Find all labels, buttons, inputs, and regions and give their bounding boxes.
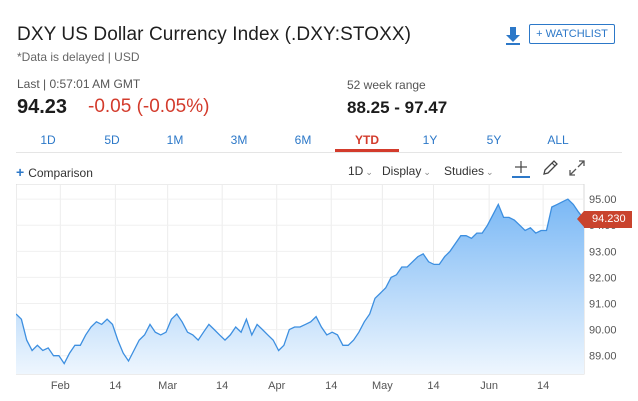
display-label: Display	[382, 164, 422, 178]
tab-5y[interactable]: 5Y	[486, 133, 502, 147]
comparison-label: Comparison	[28, 166, 93, 180]
x-tick-label: 14	[427, 380, 439, 392]
tab-5d[interactable]: 5D	[104, 133, 120, 147]
x-tick-label: 14	[325, 380, 337, 392]
display-dropdown[interactable]: Display ⌄	[382, 164, 431, 178]
tab-6m[interactable]: 6M	[294, 133, 312, 147]
x-tick-label: Feb	[51, 380, 70, 392]
tab-ytd[interactable]: YTD	[335, 130, 399, 152]
week52-label: 52 week range	[347, 78, 426, 92]
comparison-button[interactable]: + Comparison	[16, 164, 93, 180]
last-value-tag: 94.230	[577, 211, 632, 228]
chevron-down-icon: ⌄	[423, 167, 431, 177]
price-line	[15, 198, 585, 365]
x-tick-label: 14	[537, 380, 549, 392]
tab-all[interactable]: ALL	[547, 133, 569, 147]
expand-icon[interactable]	[566, 157, 588, 179]
studies-dropdown[interactable]: Studies ⌄	[444, 164, 494, 178]
price-area	[16, 199, 584, 374]
x-tick-label: 14	[216, 380, 228, 392]
week52-range: 88.25 - 97.47	[347, 98, 448, 117]
tab-1y[interactable]: 1Y	[422, 133, 438, 147]
pencil-icon[interactable]	[539, 157, 561, 179]
last-trade-label: Last | 0:57:01 AM GMT	[17, 77, 141, 91]
interval-label: 1D	[348, 164, 364, 178]
data-delay-note: *Data is delayed | USD	[17, 50, 140, 64]
interval-dropdown[interactable]: 1D ⌄	[348, 164, 373, 178]
x-tick-label: May	[372, 380, 393, 392]
last-price: 94.23	[17, 96, 68, 118]
y-tick-label: 93.00	[589, 246, 617, 258]
tab-1m[interactable]: 1M	[166, 133, 184, 147]
tabs-divider	[16, 152, 622, 153]
x-tick-label: Mar	[158, 380, 177, 392]
x-tick-label: 14	[109, 380, 121, 392]
x-tick-label: Apr	[268, 380, 285, 392]
price-change: -0.05 (-0.05%)	[88, 96, 210, 117]
page-title: DXY US Dollar Currency Index (.DXY:STOXX…	[17, 24, 412, 45]
studies-label: Studies	[444, 164, 485, 178]
download-icon[interactable]	[504, 25, 522, 47]
plus-icon: +	[16, 164, 25, 180]
chevron-down-icon: ⌄	[365, 167, 373, 177]
chevron-down-icon: ⌄	[486, 167, 494, 177]
range-tabs: 1D 5D 1M 3M 6M YTD 1Y 5Y ALL	[16, 130, 622, 152]
y-tick-label: 89.00	[589, 351, 617, 363]
tab-1d[interactable]: 1D	[40, 133, 56, 147]
tab-3m[interactable]: 3M	[230, 133, 248, 147]
watchlist-button[interactable]: + WATCHLIST	[529, 24, 615, 44]
y-tick-label: 92.00	[589, 272, 617, 284]
y-tick-label: 90.00	[589, 325, 617, 337]
x-tick-label: Jun	[480, 380, 498, 392]
crosshair-icon[interactable]	[510, 157, 532, 179]
y-tick-label: 91.00	[589, 299, 617, 311]
y-tick-label: 95.00	[589, 194, 617, 206]
